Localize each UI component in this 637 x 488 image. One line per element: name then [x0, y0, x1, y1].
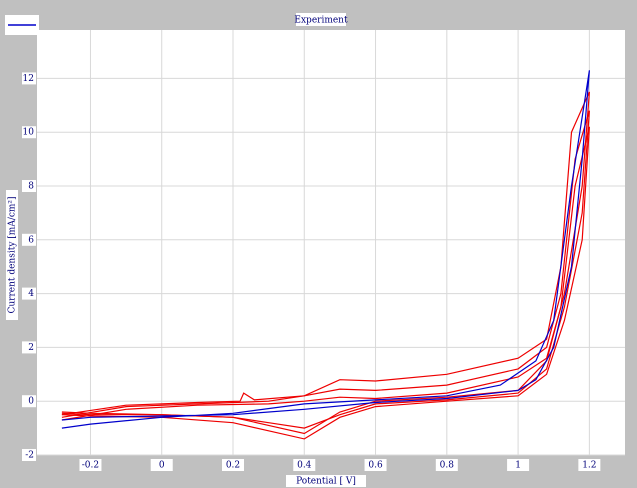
tick-label-box: [22, 180, 36, 193]
tick-label-box: [578, 459, 601, 471]
y-tick-label: 12: [23, 74, 34, 84]
tick-label-box: [364, 459, 387, 471]
tick-label-box: [22, 449, 36, 461]
y-label-box: [6, 190, 18, 320]
x-tick-label: 0.8: [440, 461, 455, 471]
y-tick-label: 2: [28, 343, 34, 353]
tick-label-box: [22, 233, 36, 246]
y-tick-label: 4: [28, 289, 34, 299]
y-axis-label: Current density [mA/cm²]: [8, 196, 18, 313]
tick-label-box: [22, 395, 36, 408]
tick-label-box: [222, 459, 244, 471]
x-tick-label: 1.2: [582, 461, 596, 471]
data-line: [61, 70, 590, 429]
tick-label-box: [22, 341, 36, 354]
y-tick-label: 8: [28, 182, 34, 192]
y-tick-label: -2: [25, 451, 34, 461]
tick-label-box: [22, 126, 36, 139]
x-axis-label: Potential [ V]: [296, 477, 356, 487]
x-tick-label: -0.2: [82, 461, 99, 471]
title-box: [296, 13, 346, 26]
data-line: [61, 126, 590, 440]
data-line: [61, 91, 590, 435]
data-line: [61, 110, 590, 429]
tick-label-box: [22, 287, 36, 300]
y-tick-label: 0: [28, 397, 34, 407]
chart-title: Experiment: [294, 16, 348, 26]
y-tick-label: 6: [28, 235, 34, 245]
x-tick-label: 0: [159, 461, 165, 471]
x-tick-label: 0.2: [226, 461, 240, 471]
x-tick-label: 1: [515, 461, 521, 471]
tick-label-box: [150, 459, 173, 471]
tick-label-box: [507, 459, 530, 471]
x-tick-label: 0.6: [368, 461, 383, 471]
tick-label-box: [22, 72, 36, 85]
tick-label-box: [79, 459, 102, 471]
tick-label-box: [293, 459, 316, 471]
x-label-box: [286, 475, 366, 487]
tick-label-box: [435, 459, 458, 471]
y-tick-label: 10: [23, 128, 35, 138]
x-tick-label: 0.4: [297, 461, 312, 471]
